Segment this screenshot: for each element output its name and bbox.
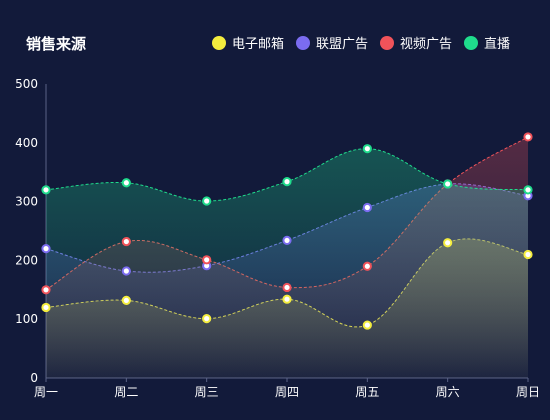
data-point	[202, 314, 212, 324]
data-point	[41, 285, 51, 295]
data-point	[362, 144, 372, 154]
data-point	[121, 266, 131, 276]
y-tick-label: 500	[15, 77, 38, 91]
chart-legend: 电子邮箱 联盟广告 视频广告 直播	[211, 33, 510, 52]
series-area	[46, 148, 528, 378]
data-point	[41, 244, 51, 254]
data-point	[362, 202, 372, 213]
data-point	[202, 196, 212, 206]
legend-dot-icon	[295, 35, 310, 50]
x-tick-label: 周三	[195, 385, 219, 399]
y-tick-label: 300	[15, 195, 38, 209]
data-point	[121, 295, 131, 305]
data-point	[121, 178, 131, 188]
data-point	[282, 294, 292, 304]
legend-dot-icon	[463, 35, 478, 50]
data-point	[523, 249, 533, 260]
legend-dot-icon	[211, 35, 226, 50]
legend-label: 视频广告	[399, 37, 452, 52]
x-tick-label: 周二	[114, 385, 138, 399]
legend-label: 联盟广告	[315, 37, 368, 52]
data-point	[202, 255, 212, 265]
data-point	[41, 185, 51, 195]
x-tick-label: 周一	[34, 385, 58, 399]
data-point	[41, 302, 51, 313]
legend-item-live[interactable]: 直播	[463, 33, 510, 52]
data-point	[443, 238, 453, 248]
data-point	[523, 185, 533, 195]
legend-item-email[interactable]: 电子邮箱	[211, 33, 284, 52]
y-tick-label: 200	[15, 253, 38, 267]
data-point	[362, 320, 372, 330]
y-tick-label: 400	[15, 136, 38, 150]
data-point	[443, 179, 453, 189]
x-tick-label: 周六	[436, 385, 460, 399]
x-tick-label: 周日	[516, 385, 540, 399]
data-point	[282, 282, 292, 293]
y-tick-label: 0	[30, 371, 38, 385]
data-point	[362, 261, 372, 271]
legend-label: 电子邮箱	[231, 37, 284, 52]
legend-dot-icon	[379, 35, 394, 50]
legend-item-affiliate[interactable]: 联盟广告	[295, 33, 368, 52]
legend-label: 直播	[483, 37, 510, 52]
data-point	[121, 236, 131, 247]
legend-item-video[interactable]: 视频广告	[379, 33, 452, 52]
data-point	[282, 177, 292, 187]
x-tick-label: 周五	[355, 385, 379, 399]
data-point	[523, 132, 533, 142]
y-tick-label: 100	[15, 312, 38, 326]
chart-title: 销售来源	[26, 35, 87, 53]
data-point	[282, 235, 292, 246]
x-tick-label: 周四	[275, 385, 299, 399]
